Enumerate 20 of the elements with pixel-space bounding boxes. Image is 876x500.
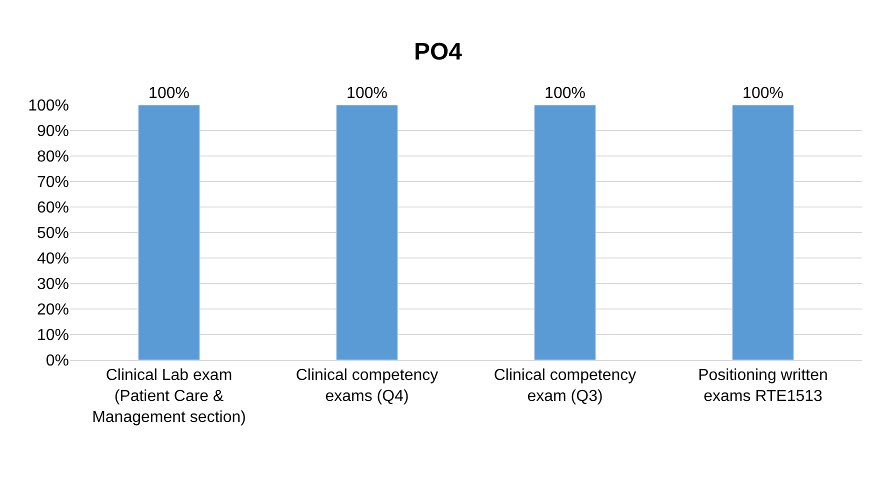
y-tick-label: 50% [36,225,69,242]
data-label: 100% [742,85,784,102]
y-tick-label: 100% [28,98,69,115]
data-label: 100% [148,85,190,102]
y-tick-label: 80% [36,148,69,166]
y-tick-label: 70% [36,174,69,192]
data-label: 100% [544,85,586,102]
x-tick-label: Positioning written exams RTE1513 [698,367,828,405]
x-tick-label: Clinical Lab exam (Patient Care & Management section) [92,367,246,426]
y-tick-label: 20% [36,302,69,319]
y-tick-label: 0% [46,352,69,370]
y-tick-label: 60% [36,200,69,217]
y-tick-label: 90% [36,123,69,140]
chart-title: PO4 [414,38,463,66]
data-label: 100% [346,85,388,102]
x-tick-label: Clinical competency exams (Q4) [296,367,438,405]
y-tick-label: 30% [36,276,69,294]
y-tick-label: 10% [36,327,69,344]
x-tick-label: Clinical competency exam (Q3) [494,367,636,405]
y-tick-label: 40% [36,250,69,268]
